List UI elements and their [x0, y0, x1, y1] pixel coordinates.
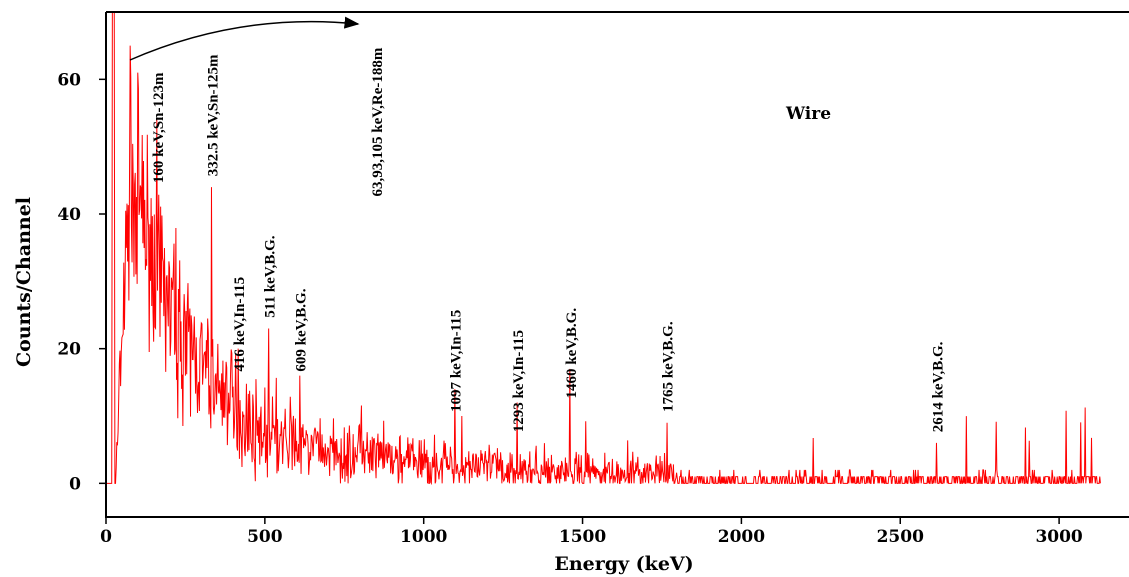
- x-tick-label: 1000: [400, 527, 447, 547]
- peak-label: 1097 keV,In-115: [449, 310, 465, 412]
- x-tick-label: 500: [247, 527, 283, 547]
- peak-label: 1460 keV,B.G.: [564, 308, 580, 399]
- peak-label: 1765 keV,B.G.: [661, 321, 677, 412]
- y-tick-label: 0: [69, 474, 81, 494]
- peak-label: 2614 keV,B.G.: [931, 341, 947, 432]
- x-tick-label: 1500: [559, 527, 606, 547]
- x-axis-title: Energy (keV): [554, 553, 693, 575]
- peak-label: 609 keV,B.G.: [294, 288, 310, 371]
- x-tick-label: 0: [100, 527, 112, 547]
- peak-annotations: 160 keV,Sn-123m 332.5 keV,Sn-125m 63,93,10…: [151, 47, 947, 432]
- peak-label: 63,93,105 keV,Re-188m: [370, 47, 386, 196]
- x-tick-label: 3000: [1035, 527, 1082, 547]
- peak-label: 1293 keV,In-115: [511, 330, 527, 432]
- peak-label: 511 keV,B.G.: [262, 235, 278, 317]
- re188m-arrow: [129, 16, 360, 61]
- peak-label: 332.5 keV,Sn-125m: [206, 54, 222, 176]
- y-tick-label: 20: [57, 340, 81, 360]
- x-tick-label: 2000: [718, 527, 765, 547]
- peak-label: 160 keV,Sn-123m: [151, 72, 167, 183]
- legend-label: Wire: [785, 104, 831, 124]
- spectrum-line: [106, 12, 1101, 486]
- x-tick-label: 2500: [877, 527, 924, 547]
- y-tick-label: 60: [57, 70, 81, 90]
- peak-label: 416 keV,In-115: [232, 277, 248, 372]
- spectrum-series: [106, 12, 1101, 486]
- y-axis-title: Counts/Channel: [13, 197, 35, 367]
- y-tick-label: 40: [57, 205, 81, 225]
- axis-ticks: 0 500 1000 1500 2000 2500 3000 0 20 40 60: [57, 70, 1083, 547]
